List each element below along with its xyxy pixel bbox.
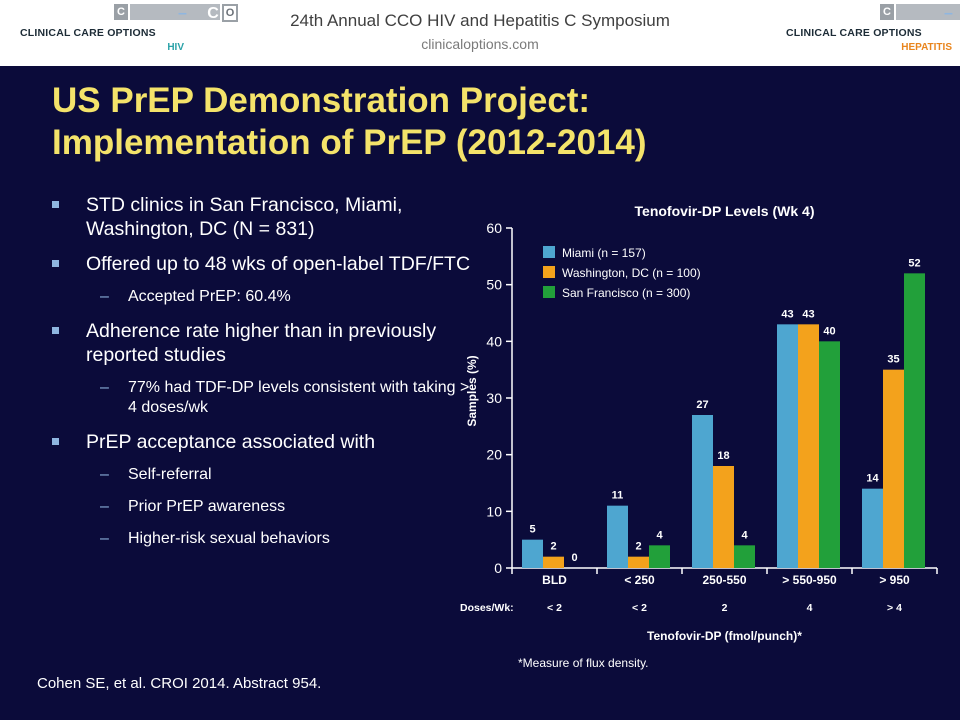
footnote: *Measure of flux density. — [518, 656, 649, 670]
sub-bullet: Higher-risk sexual behaviors — [52, 529, 472, 549]
bar — [883, 369, 904, 568]
y-axis-label: Samples (%) — [465, 355, 479, 426]
logo-name: CLINICAL CARE OPTIONS — [786, 27, 922, 39]
x-tick-label: BLD — [542, 573, 567, 587]
conference-title: 24th Annual CCO HIV and Hepatitis C Symp… — [290, 11, 670, 30]
bar — [777, 324, 798, 568]
logo-sub: HIV — [167, 42, 184, 53]
doses-value: 4 — [807, 602, 813, 614]
logo-letter: C — [130, 4, 220, 24]
logo-letter: O — [222, 4, 238, 22]
tenofovir-bar-chart: Tenofovir-DP Levels (Wk 4)0102030405060S… — [460, 203, 938, 643]
y-tick-label: 40 — [486, 333, 502, 349]
conference-url: clinicaloptions.com — [421, 36, 539, 52]
x-tick-label: > 950 — [879, 573, 910, 587]
data-label: 5 — [529, 524, 535, 536]
legend-label: San Francisco (n = 300) — [562, 286, 690, 300]
logo-sub: HEPATITIS — [901, 42, 952, 53]
logo-name: CLINICAL CARE OPTIONS — [20, 27, 156, 39]
data-label: 4 — [656, 529, 663, 541]
data-label: 14 — [866, 473, 879, 485]
y-tick-label: 50 — [486, 277, 502, 293]
doses-label: Doses/Wk: — [460, 602, 514, 614]
logo-letter: C — [880, 4, 894, 20]
logo-letter: C — [896, 4, 960, 24]
logo-letter-boxes: C C O — [880, 4, 960, 32]
sub-bullet: Prior PrEP awareness — [52, 497, 472, 517]
y-tick-label: 10 — [486, 503, 502, 519]
bar — [904, 273, 925, 568]
doses-value: < 2 — [632, 602, 647, 614]
doses-value: < 2 — [547, 602, 562, 614]
legend-swatch — [543, 266, 555, 278]
data-label: 52 — [908, 257, 920, 269]
data-label: 0 — [571, 552, 577, 564]
bar — [692, 415, 713, 568]
logo-letter: C — [114, 4, 128, 20]
bar — [543, 556, 564, 568]
slide-title: US PrEP Demonstration Project: Implement… — [52, 80, 932, 164]
bar — [862, 488, 883, 568]
legend-swatch — [543, 246, 555, 258]
slide-title-line: Implementation of PrEP (2012-2014) — [52, 123, 647, 162]
data-label: 43 — [781, 308, 793, 320]
bar — [649, 545, 670, 568]
data-label: 35 — [887, 354, 899, 366]
bar — [607, 505, 628, 568]
bullet: PrEP acceptance associated with — [52, 430, 472, 454]
bullet: STD clinics in San Francisco, Miami, Was… — [52, 193, 472, 241]
bullet: Adherence rate higher than in previously… — [52, 319, 472, 367]
bar — [522, 539, 543, 568]
bar — [734, 545, 755, 568]
data-label: 43 — [802, 308, 814, 320]
legend-swatch — [543, 286, 555, 298]
data-label: 2 — [550, 541, 556, 553]
sub-bullet: Accepted PrEP: 60.4% — [52, 287, 472, 307]
bar — [819, 341, 840, 568]
sub-bullet: 77% had TDF-DP levels consistent with ta… — [52, 378, 472, 418]
cco-hiv-logo: C C O CLINICAL CARE OPTIONS HIV — [20, 4, 238, 62]
data-label: 40 — [823, 325, 835, 337]
data-label: 27 — [696, 399, 708, 411]
citation: Cohen SE, et al. CROI 2014. Abstract 954… — [37, 675, 322, 692]
bullet: Offered up to 48 wks of open-label TDF/F… — [52, 252, 472, 276]
bar — [798, 324, 819, 568]
y-tick-label: 0 — [494, 560, 502, 576]
data-label: 2 — [635, 541, 641, 553]
legend-label: Washington, DC (n = 100) — [562, 266, 701, 280]
doses-value: 2 — [722, 602, 728, 614]
y-tick-label: 30 — [486, 390, 502, 406]
doses-value: > 4 — [887, 602, 902, 614]
cco-hepatitis-logo: C C O CLINICAL CARE OPTIONS HEPATITIS — [786, 4, 960, 62]
x-tick-label: < 250 — [624, 573, 655, 587]
bar — [713, 466, 734, 568]
logo-letter-boxes: C C O — [114, 4, 238, 32]
bar — [628, 556, 649, 568]
chart-title: Tenofovir-DP Levels (Wk 4) — [635, 203, 815, 219]
sub-bullet: Self-referral — [52, 465, 472, 485]
legend-label: Miami (n = 157) — [562, 246, 646, 260]
x-axis-label: Tenofovir-DP (fmol/punch)* — [647, 629, 802, 643]
x-tick-label: > 550-950 — [782, 573, 837, 587]
x-tick-label: 250-550 — [702, 573, 746, 587]
data-label: 11 — [612, 490, 624, 502]
slide-title-line: US PrEP Demonstration Project: — [52, 81, 591, 120]
y-tick-label: 60 — [486, 220, 502, 236]
data-label: 4 — [741, 529, 748, 541]
header-bar: C C O CLINICAL CARE OPTIONS HIV 24th Ann… — [0, 0, 960, 66]
bullet-list: STD clinics in San Francisco, Miami, Was… — [52, 193, 472, 561]
data-label: 18 — [717, 450, 729, 462]
y-tick-label: 20 — [486, 447, 502, 463]
